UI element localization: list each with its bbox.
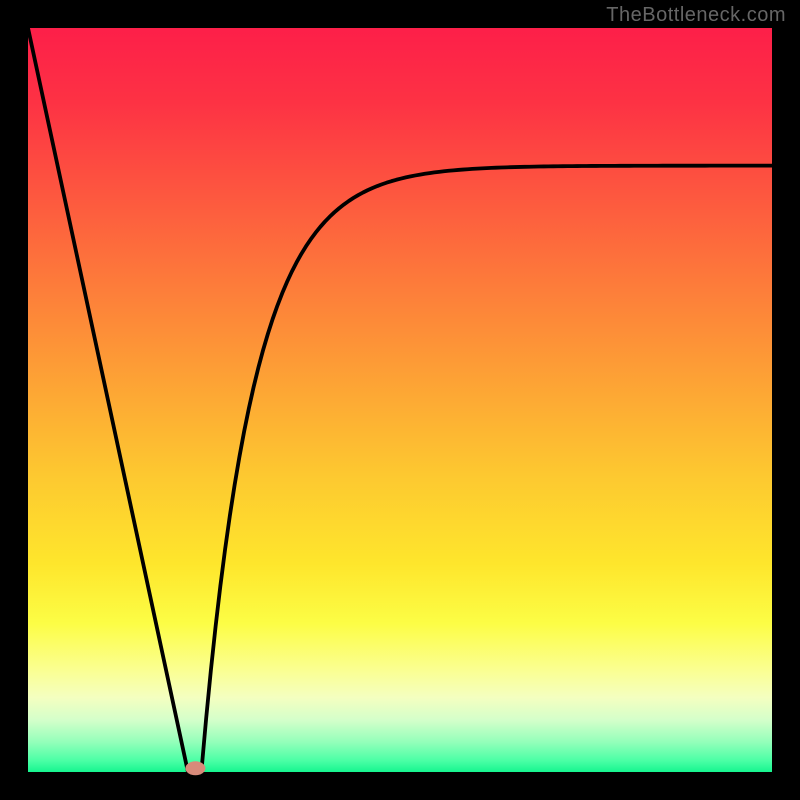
optimal-point-marker — [185, 761, 205, 775]
bottleneck-chart-svg — [0, 0, 800, 800]
chart-container: TheBottleneck.com — [0, 0, 800, 800]
watermark-text: TheBottleneck.com — [606, 4, 786, 27]
chart-plot-background — [28, 28, 772, 772]
